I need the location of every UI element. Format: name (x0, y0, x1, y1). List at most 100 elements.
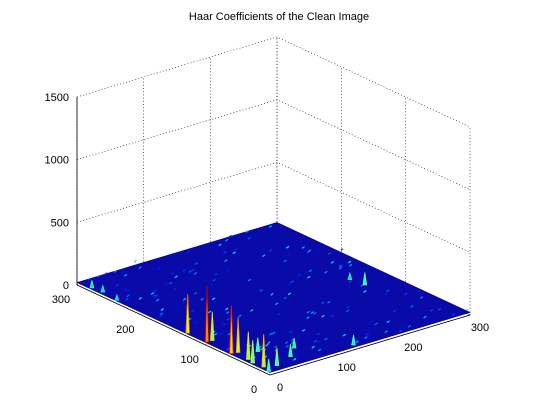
surface-speckle (222, 322, 227, 326)
surface-speckle (262, 254, 266, 258)
surface-speckle (407, 324, 412, 328)
surface-speckle (324, 270, 328, 274)
surface-speckle (348, 263, 353, 267)
surface-speckle (330, 314, 335, 318)
surface-peak (351, 334, 356, 346)
surface-speckle (115, 283, 119, 287)
surface-speckle (182, 269, 187, 272)
surface-speckle (330, 261, 335, 264)
surface-speckle (348, 280, 352, 284)
surface-speckle (225, 307, 229, 311)
surface-speckle (317, 340, 321, 343)
surface-speckle (126, 294, 130, 298)
surface-speckle (219, 332, 223, 336)
axis-line (269, 314, 471, 376)
surface-peak (89, 280, 95, 289)
surface-peak (100, 284, 106, 293)
surface-speckle (138, 297, 142, 300)
surface-speckle (225, 269, 229, 272)
surface-speckle (265, 343, 269, 347)
surface-speckle (364, 336, 368, 340)
surface-speckle (124, 287, 128, 291)
surface-speckle (160, 308, 164, 311)
surface-speckle (288, 282, 292, 286)
surface-speckle (274, 345, 278, 349)
surface-speckle (247, 278, 252, 282)
surface-peak (274, 347, 280, 366)
surface-speckle (104, 272, 108, 276)
surface-peak (246, 331, 251, 360)
surface-speckle (437, 307, 442, 311)
surface-speckle (207, 310, 212, 314)
surface-speckle (245, 230, 249, 233)
surface-speckle (306, 310, 310, 314)
surface-speckle (311, 345, 315, 349)
surface-speckle (307, 275, 311, 279)
surface-speckle (310, 311, 315, 314)
surface-speckle (253, 261, 257, 265)
z-tick-label: 500 (51, 217, 69, 229)
surface-speckle (357, 272, 362, 276)
surface-speckle (218, 243, 222, 247)
surface-speckle (297, 273, 301, 277)
y-tick-label: 100 (180, 354, 198, 366)
surface-speckle (226, 347, 230, 351)
z-tick-label: 1000 (45, 155, 69, 167)
surface-speckle (224, 259, 228, 263)
surface-speckle (156, 261, 161, 265)
surface-speckle (338, 264, 343, 268)
surface-speckle (268, 225, 273, 228)
surface-speckle (226, 317, 230, 321)
surface-speckle (173, 287, 177, 291)
surface-speckle (200, 297, 204, 301)
surface-speckle (150, 292, 155, 295)
surface-speckle (290, 280, 295, 284)
surface-peak (210, 311, 215, 341)
surface-speckle (374, 322, 378, 326)
surface-speckle (342, 333, 347, 337)
surface-speckle (138, 266, 142, 270)
surface-peak (229, 305, 234, 354)
surface-speckle (308, 249, 312, 253)
surface-speckle (327, 300, 331, 304)
surface-speckle (186, 250, 190, 254)
surface-speckle (154, 294, 158, 298)
surface-speckle (113, 270, 117, 273)
surface-speckle (347, 260, 352, 264)
surface-speckle (301, 246, 305, 249)
surface-speckle (233, 248, 238, 251)
surface-peak (347, 271, 353, 280)
surface-speckle (392, 309, 396, 313)
surface-speckle (313, 339, 318, 343)
surface-speckle (226, 311, 230, 315)
surface-speckle (402, 326, 407, 330)
surface-speckle (125, 297, 129, 301)
surface-speckle (346, 305, 350, 309)
surface-speckle (275, 302, 279, 306)
surface-speckle (213, 332, 218, 336)
surface-speckle (283, 296, 287, 300)
z-tick-label: 1500 (45, 92, 69, 104)
surface-speckle (253, 341, 257, 345)
surface-speckle (313, 311, 317, 315)
surface-speckle (369, 335, 373, 338)
surface-speckle (225, 345, 229, 349)
surface-speckle (338, 266, 343, 270)
surface-speckle (123, 273, 128, 277)
surface-speckle (287, 292, 292, 296)
surface-speckle (288, 362, 292, 366)
surface-speckle (153, 289, 157, 293)
surface-speckle (155, 298, 160, 302)
surface-speckle (363, 290, 367, 293)
surface-peak (255, 337, 261, 352)
surface-speckle (368, 320, 373, 324)
surface-speckle (316, 332, 320, 336)
surface-speckle (355, 340, 359, 344)
surface-speckle (87, 277, 91, 281)
surface-speckle (193, 272, 198, 275)
surface-speckle (97, 274, 101, 278)
surface-speckle (223, 250, 227, 254)
surface-speckle (174, 308, 179, 312)
coefficient-peaks (89, 271, 368, 372)
surface-speckle (429, 308, 434, 312)
